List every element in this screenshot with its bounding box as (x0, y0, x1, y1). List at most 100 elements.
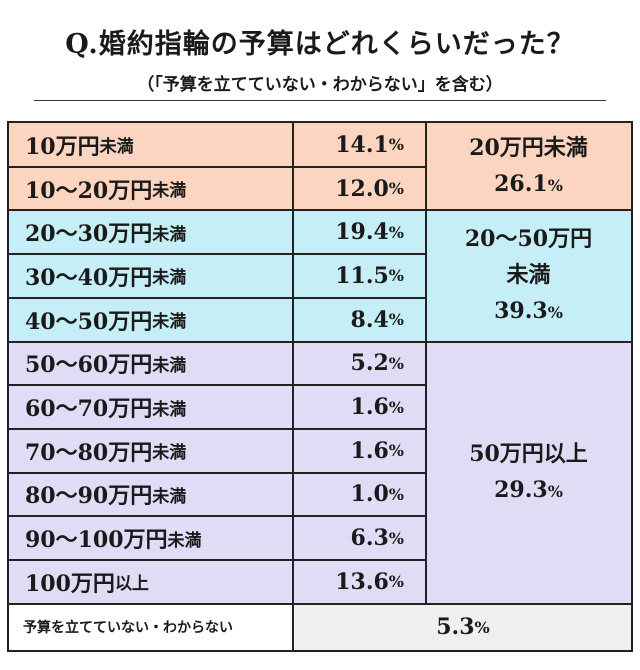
footer-label: 予算を立てていない・わからない (9, 604, 293, 650)
title-divider (34, 100, 606, 101)
range-value-number: 1.6 (350, 394, 389, 421)
range-label-main: 90〜100万円 (25, 527, 168, 554)
range-label-main: 30〜40万円 (25, 264, 153, 291)
range-label-suffix: 未満 (152, 486, 187, 507)
group-background (9, 210, 631, 342)
percent-sign: % (547, 175, 563, 195)
row-divider (9, 296, 426, 299)
range-value: 14.1% (293, 123, 426, 167)
row-divider (9, 515, 426, 518)
range-value: 11.5% (293, 254, 426, 298)
row-divider (9, 340, 631, 343)
range-label-suffix: 未満 (152, 181, 187, 202)
group-summary-value: 26.1% (494, 166, 563, 204)
percent-sign: % (388, 528, 404, 548)
range-value-number: 1.0 (350, 481, 389, 508)
percent-sign: % (388, 572, 404, 592)
range-value-number: 13.6 (335, 568, 389, 595)
range-label: 80〜90万円 未満 (9, 473, 293, 517)
percent-sign: % (547, 302, 563, 322)
range-label: 50〜60万円 未満 (9, 342, 293, 386)
range-label-main: 10〜20万円 (25, 177, 153, 204)
range-label-suffix: 未満 (152, 399, 187, 420)
footer-divider (9, 602, 631, 605)
range-label-main: 70〜80万円 (25, 439, 153, 466)
range-value-number: 6.3 (350, 525, 389, 552)
range-value-number: 1.6 (350, 437, 389, 464)
percent-sign: % (388, 441, 404, 461)
group-summary: 50万円以上 29.3% (426, 342, 631, 604)
percent-sign: % (388, 353, 404, 373)
range-value-number: 19.4 (335, 219, 389, 246)
range-label-suffix: 未満 (167, 530, 202, 551)
range-value-number: 11.5 (335, 262, 389, 289)
range-label: 10〜20万円 未満 (9, 167, 293, 211)
range-value: 6.3% (293, 516, 426, 560)
row-divider (9, 253, 426, 256)
range-label: 30〜40万円 未満 (9, 254, 293, 298)
column-divider (425, 123, 427, 604)
range-value-number: 8.4 (350, 306, 389, 333)
range-label: 90〜100万円 未満 (9, 516, 293, 560)
range-label-suffix: 未満 (152, 312, 187, 333)
range-label: 100万円 以上 (9, 560, 293, 604)
group-summary-label: 未満 (506, 261, 551, 288)
range-label-suffix: 未満 (152, 355, 187, 376)
range-label-main: 80〜90万円 (25, 483, 153, 510)
range-label-suffix: 未満 (152, 224, 187, 245)
row-divider (9, 165, 426, 168)
percent-sign: % (388, 310, 404, 330)
percent-sign: % (388, 222, 404, 242)
percent-sign: % (388, 135, 404, 155)
row-divider (9, 559, 426, 561)
range-label-main: 40〜50万円 (25, 308, 153, 335)
range-label-suffix: 未満 (99, 137, 134, 158)
range-label-suffix: 未満 (152, 268, 187, 289)
percent-sign: % (388, 484, 404, 504)
range-value: 5.2% (293, 342, 426, 386)
percent-sign: % (388, 179, 404, 199)
range-label-suffix: 以上 (114, 574, 149, 595)
footer-value-number: 5.3 (436, 614, 475, 641)
budget-table: 10万円 未満 14.1% 10〜20万円 未満 12.0% 20〜30万円 未満 19.4% 3… (7, 121, 633, 652)
range-label: 40〜50万円 未満 (9, 298, 293, 342)
group-summary-number: 26.1 (494, 170, 548, 197)
range-value-number: 14.1 (335, 131, 389, 158)
group-summary-number: 29.3 (494, 476, 548, 503)
percent-sign: % (388, 266, 404, 286)
group-summary-value: 39.3% (494, 293, 563, 331)
group-summary-label: 50万円以上 (469, 440, 588, 467)
range-value: 12.0% (293, 167, 426, 211)
range-value-number: 5.2 (350, 350, 389, 377)
range-label-main: 50〜60万円 (25, 352, 153, 379)
range-label-main: 100万円 (25, 570, 115, 597)
range-label: 10万円 未満 (9, 123, 293, 167)
footer-label-text: 予算を立てていない・わからない (23, 620, 233, 637)
range-label: 20〜30万円 未満 (9, 210, 293, 254)
range-label-main: 10万円 (25, 133, 100, 160)
row-divider (9, 471, 426, 474)
group-summary: 20〜50万円 未満 39.3% (426, 210, 631, 341)
group-summary-label: 20〜50万円 (464, 225, 593, 252)
range-label-main: 20〜30万円 (25, 221, 153, 248)
group-summary-label: 20万円未満 (469, 134, 588, 161)
group-summary-number: 39.3 (494, 297, 548, 324)
range-label: 60〜70万円 未満 (9, 385, 293, 429)
row-divider (9, 384, 426, 387)
range-label: 70〜80万円 未満 (9, 429, 293, 473)
range-value: 8.4% (293, 298, 426, 342)
group-summary-value: 29.3% (494, 472, 563, 510)
range-label-suffix: 未満 (152, 443, 187, 464)
range-label-main: 60〜70万円 (25, 396, 153, 423)
range-value: 1.0% (293, 473, 426, 517)
range-value: 19.4% (293, 210, 426, 254)
group-summary: 20万円未満 26.1% (426, 123, 631, 210)
percent-sign: % (547, 481, 563, 501)
percent-sign: % (388, 397, 404, 417)
row-divider (9, 427, 426, 430)
range-value: 1.6% (293, 385, 426, 429)
chart-subtitle: （「予算を立てていない・わからない」を含む） (137, 75, 503, 95)
column-divider (292, 123, 294, 650)
chart-title: Q.婚約指輪の予算はどれくらいだった？ (65, 29, 575, 60)
range-value: 13.6% (293, 560, 426, 604)
